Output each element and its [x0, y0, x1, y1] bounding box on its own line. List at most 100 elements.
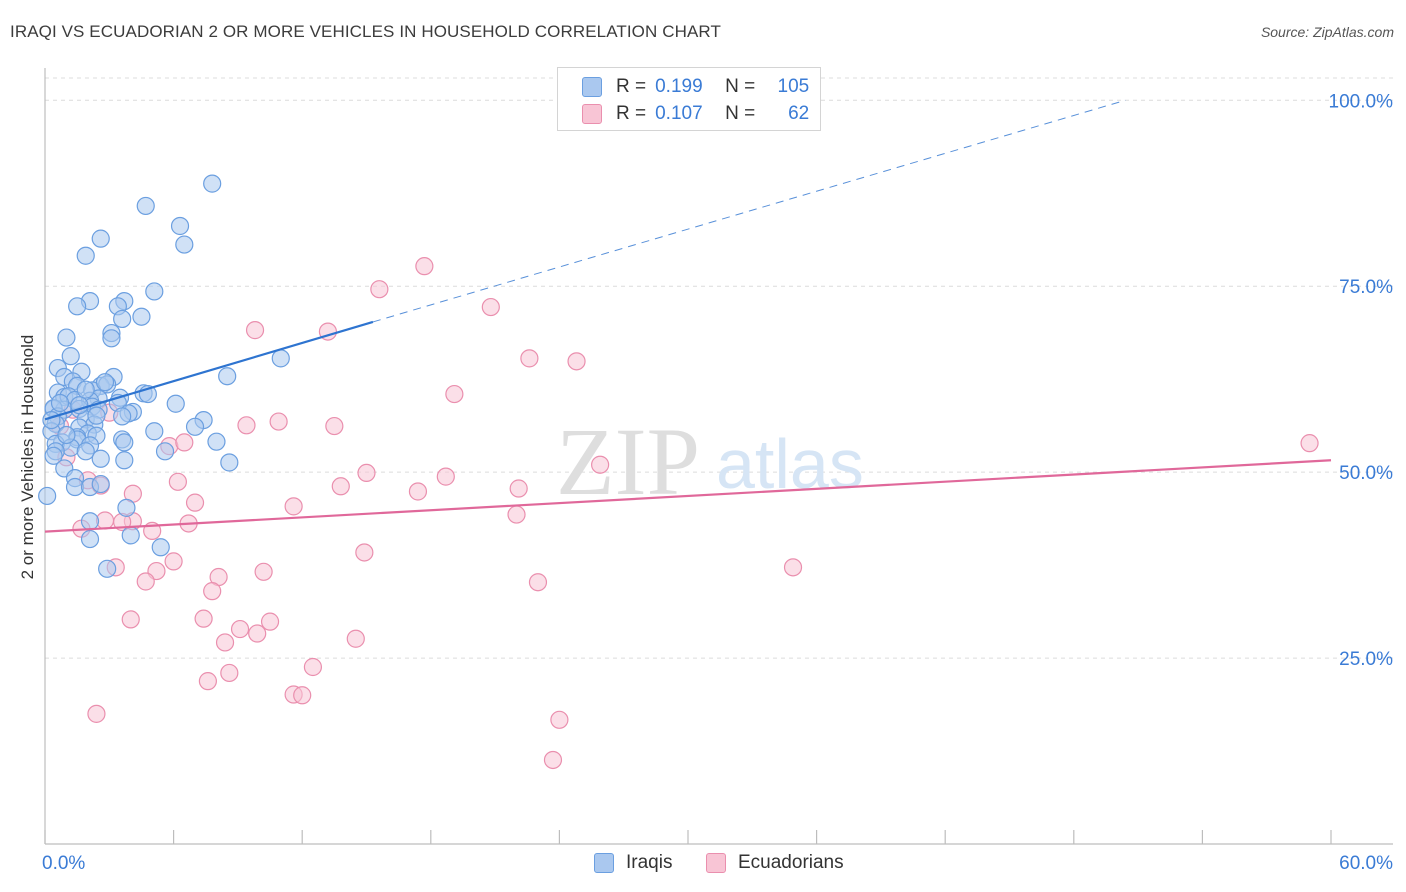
legend-item-ecuadorians[interactable]: Ecuadorians: [706, 852, 844, 874]
trend-lines: [44, 99, 1332, 533]
ecuadorians-point: [591, 455, 610, 474]
ecuadorians-point: [303, 657, 323, 677]
ecuadorians-point: [198, 672, 217, 691]
iraqis-point: [91, 229, 110, 248]
ecuadorians-point: [185, 493, 205, 512]
iraqis-point: [57, 425, 76, 445]
ecuadorians-point: [230, 619, 250, 639]
ecuadorians-point: [175, 433, 194, 452]
ecuadorians-point: [346, 629, 365, 648]
iraqis-point: [185, 417, 205, 436]
iraqis-point: [136, 196, 155, 216]
ecuadorians-point: [550, 710, 569, 729]
x-tick-label-max: 60.0%: [1339, 853, 1393, 874]
iraqis-point: [207, 432, 226, 451]
ecuadorians-point: [194, 609, 213, 628]
ecuadorians-point: [415, 257, 434, 276]
iraqis-point: [220, 453, 239, 472]
grid: [45, 77, 1393, 659]
iraqis-point: [44, 446, 63, 465]
ecuadorians-point: [520, 349, 539, 368]
n-label: N =: [725, 103, 756, 124]
iraqis-point: [80, 529, 100, 549]
ecuadorians-point: [325, 416, 344, 436]
ecuadorians-point: [87, 704, 106, 723]
legend-row-iraqis: R = 0.199 N = 105: [582, 73, 809, 101]
iraqis-point: [76, 380, 95, 399]
iraqis-swatch: [594, 853, 614, 873]
iraqis-trend-extension: [372, 99, 1126, 323]
source-credit: Source: ZipAtlas.com: [1260, 24, 1394, 40]
iraqis-point: [102, 329, 121, 348]
iraqis-point: [115, 433, 134, 452]
chart-title: IRAQI VS ECUADORIAN 2 OR MORE VEHICLES I…: [10, 22, 721, 41]
iraqis-point: [57, 328, 76, 347]
iraqis-point: [80, 512, 100, 531]
iraqis-point: [166, 394, 185, 413]
ecuadorians-point: [481, 297, 500, 317]
ecuadorians-point: [408, 482, 428, 501]
ecuadorians-point: [436, 467, 455, 486]
iraqis-trend-line: [44, 320, 374, 421]
y-tick-label: 50.0%: [1339, 463, 1393, 484]
iraqis-point: [68, 297, 87, 316]
r-label: R =: [616, 103, 647, 124]
y-tick-label: 75.0%: [1339, 277, 1393, 298]
iraqis-point: [87, 406, 106, 425]
iraqis-point: [98, 559, 117, 578]
r-label: R =: [616, 76, 647, 97]
ecuadorians-point: [168, 472, 187, 491]
iraqis-point: [145, 422, 164, 441]
ecuadorians-point: [254, 562, 273, 581]
iraqis-point: [76, 246, 95, 265]
iraqis-point: [113, 407, 132, 426]
r-value: 0.107: [655, 103, 703, 124]
ecuadorians-point: [293, 686, 312, 705]
ecuadorians-point: [215, 633, 235, 652]
legend-label-ecuadorians: Ecuadorians: [738, 852, 844, 873]
ecuadorians-point: [543, 750, 563, 770]
ecuadorians-point: [203, 582, 222, 601]
iraqis-point: [145, 282, 164, 301]
ecuadorians-point: [121, 610, 140, 629]
ecuadorians-point: [220, 663, 239, 683]
iraqis-swatch: [582, 77, 602, 97]
iraqis-point: [132, 307, 151, 326]
legend-row-ecuadorians: R = 0.107 N = 62: [582, 100, 809, 128]
legend-label-iraqis: Iraqis: [626, 852, 673, 873]
n-label: N =: [725, 76, 756, 97]
ecuadorians-point: [357, 463, 376, 482]
iraqis-point: [38, 486, 57, 506]
stats-legend: R = 0.199 N = 105 R = 0.107 N = 62: [557, 67, 821, 131]
ecuadorians-point: [284, 497, 303, 516]
ecuadorians-point: [331, 477, 350, 496]
iraqis-point: [121, 526, 140, 545]
ecuadorians-point: [237, 416, 256, 435]
ecuadorians-swatch: [582, 104, 602, 124]
legend-item-iraqis[interactable]: Iraqis: [594, 852, 672, 874]
ecuadorians-trend-line: [44, 459, 1332, 533]
n-value: 62: [788, 103, 810, 124]
y-tick-label: 25.0%: [1339, 649, 1393, 670]
ecuadorians-point: [245, 321, 265, 340]
iraqis-point: [170, 216, 190, 236]
iraqis-point: [91, 449, 110, 468]
iraqis-point: [151, 538, 170, 557]
y-axis-title: 2 or more Vehicles in Household: [18, 334, 37, 580]
ecuadorians-point: [269, 412, 288, 431]
iraqis-point: [218, 367, 237, 386]
iraqis-point: [76, 442, 95, 461]
iraqis-point: [115, 451, 134, 470]
y-tick-label: 100.0%: [1329, 91, 1394, 112]
ecuadorians-swatch: [706, 853, 726, 873]
ecuadorians-point: [1300, 434, 1319, 453]
ecuadorians-point: [370, 280, 389, 299]
ecuadorians-point: [164, 552, 183, 571]
ecuadorians-point: [260, 612, 280, 631]
ecuadorians-point: [445, 384, 464, 404]
iraqis-point: [271, 349, 290, 368]
ecuadorians-point: [507, 505, 526, 524]
iraqis-point: [175, 235, 194, 254]
iraqis-point: [117, 498, 136, 517]
